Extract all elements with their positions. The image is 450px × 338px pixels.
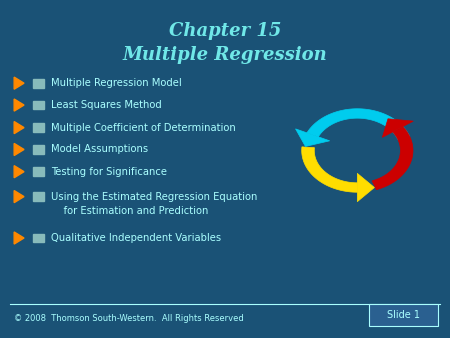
Text: Chapter 15: Chapter 15: [169, 22, 281, 40]
Text: for Estimation and Prediction: for Estimation and Prediction: [51, 206, 208, 216]
Text: Multiple Regression Model: Multiple Regression Model: [51, 78, 182, 88]
Polygon shape: [14, 166, 24, 178]
Polygon shape: [296, 129, 330, 146]
Polygon shape: [14, 77, 24, 89]
Polygon shape: [382, 119, 413, 137]
Text: © 2008  Thomson South-Western.  All Rights Reserved: © 2008 Thomson South-Western. All Rights…: [14, 314, 244, 323]
Bar: [33, 123, 44, 132]
Text: Using the Estimated Regression Equation: Using the Estimated Regression Equation: [51, 192, 257, 201]
Text: Qualitative Independent Variables: Qualitative Independent Variables: [51, 233, 221, 243]
Bar: [33, 79, 44, 88]
Bar: [33, 101, 44, 110]
Polygon shape: [14, 232, 24, 244]
Bar: [33, 192, 44, 201]
Bar: [33, 145, 44, 154]
Polygon shape: [14, 143, 24, 155]
FancyBboxPatch shape: [369, 304, 438, 325]
Polygon shape: [372, 126, 413, 190]
Polygon shape: [302, 147, 357, 192]
Polygon shape: [307, 109, 410, 140]
Polygon shape: [14, 99, 24, 111]
Bar: [33, 167, 44, 176]
Text: Testing for Significance: Testing for Significance: [51, 167, 167, 177]
Text: Least Squares Method: Least Squares Method: [51, 100, 162, 110]
Polygon shape: [357, 173, 374, 202]
Polygon shape: [14, 191, 24, 203]
Bar: [33, 234, 44, 242]
Text: Multiple Coefficient of Determination: Multiple Coefficient of Determination: [51, 123, 236, 132]
Text: Multiple Regression: Multiple Regression: [122, 46, 328, 64]
Text: Slide 1: Slide 1: [387, 310, 420, 320]
Text: Model Assumptions: Model Assumptions: [51, 144, 148, 154]
Polygon shape: [14, 122, 24, 134]
